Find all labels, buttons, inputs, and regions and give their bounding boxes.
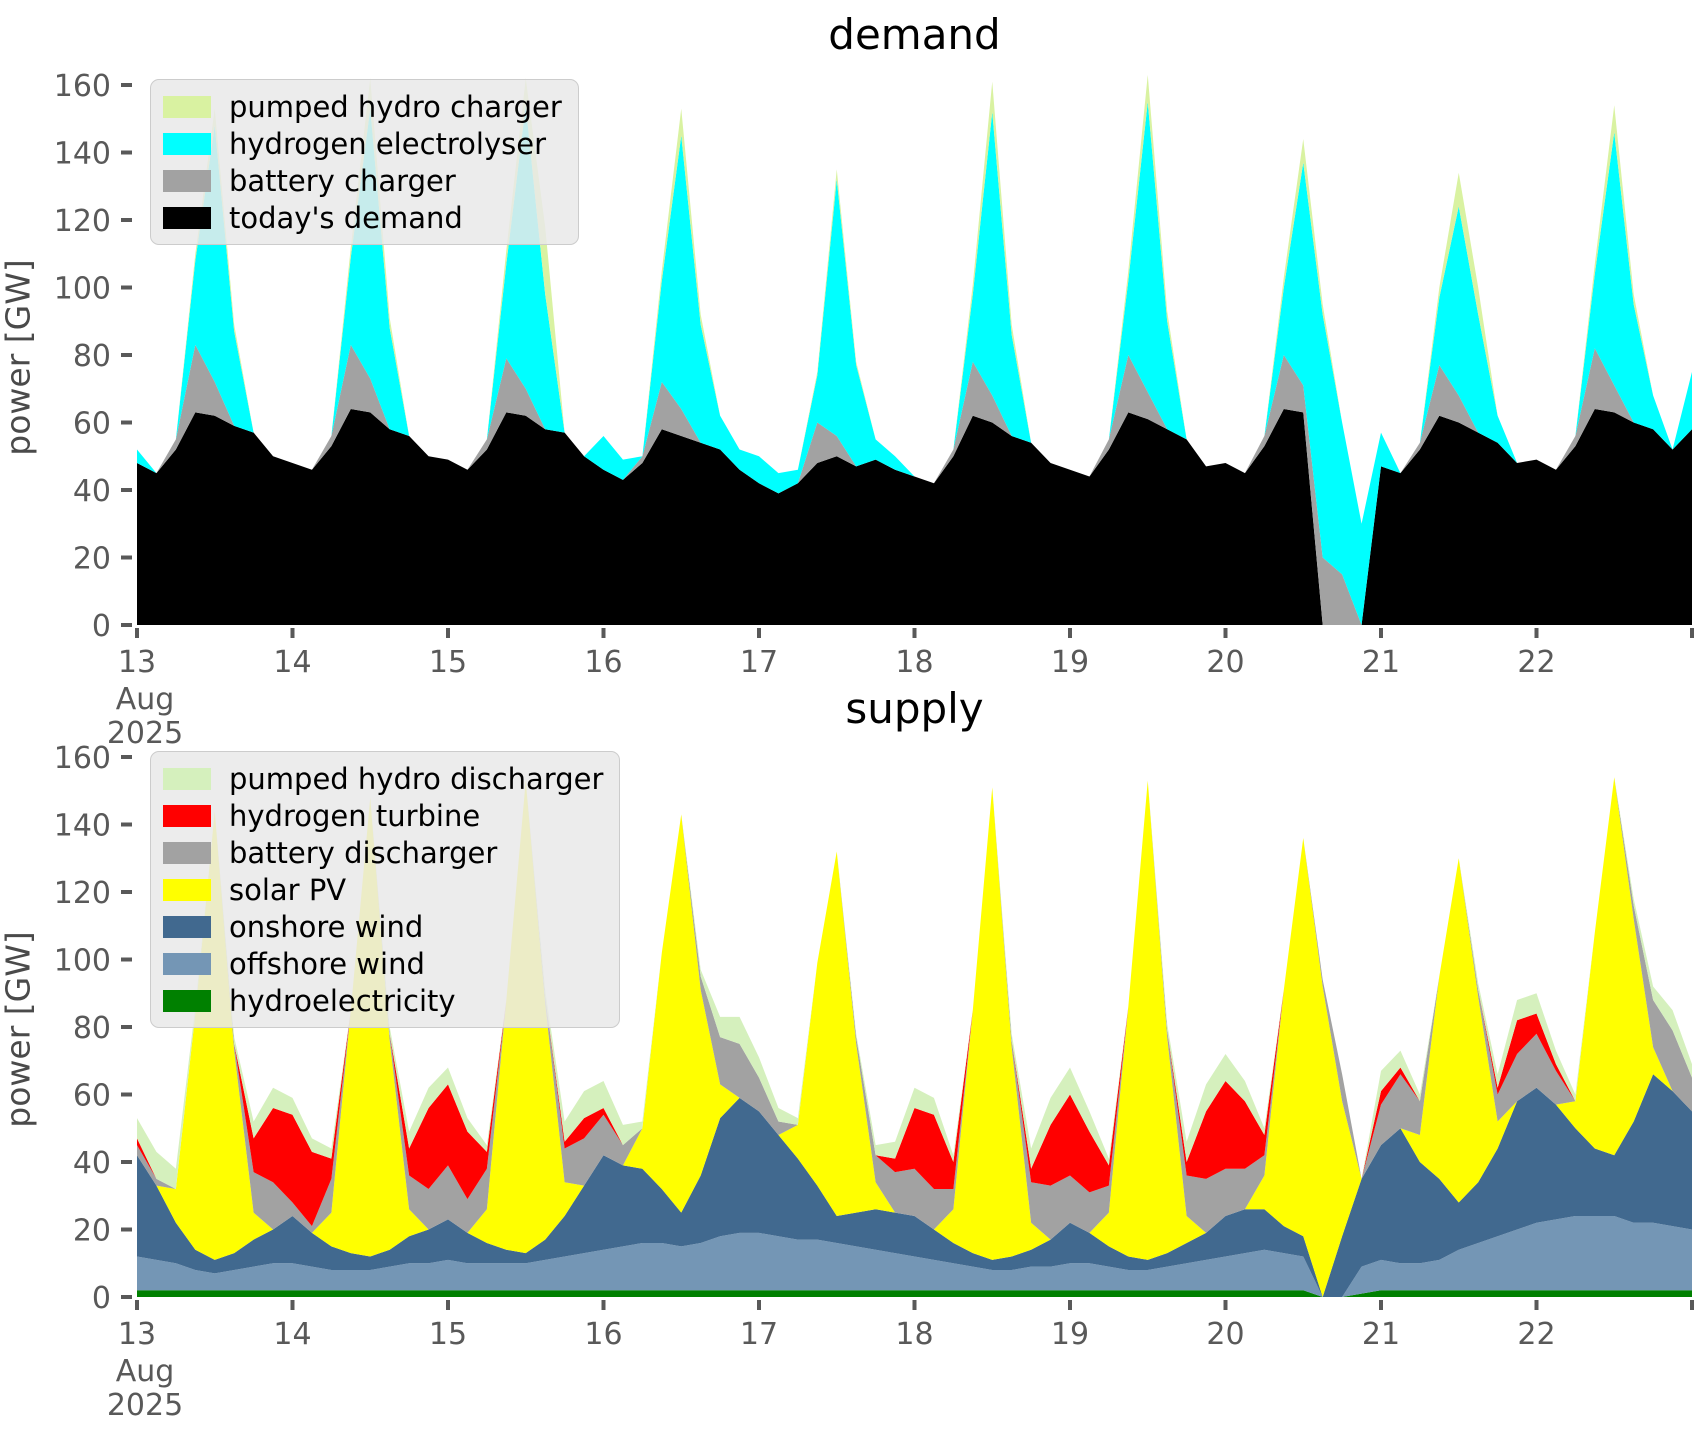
legend-label: hydrogen turbine — [229, 798, 481, 833]
y-tick-label: 0 — [92, 609, 111, 644]
legend-item-battery-discharger: battery discharger — [163, 834, 603, 871]
legend-swatch-solar-pv — [163, 878, 211, 901]
y-tick-label: 80 — [73, 1011, 111, 1046]
x-tick-label: 21 — [1362, 1317, 1400, 1352]
legend-label: pumped hydro charger — [229, 89, 562, 124]
x-tick-label: 13 — [118, 1317, 156, 1352]
x-tick-label: 21 — [1362, 645, 1400, 680]
area-hydroelectricity — [137, 1290, 1692, 1297]
x-axis-date-sublabel: Aug — [116, 1354, 175, 1389]
y-tick-label: 60 — [73, 407, 111, 442]
x-tick-label: 17 — [740, 1317, 778, 1352]
y-tick-label: 0 — [92, 1281, 111, 1316]
x-tick-label: 20 — [1206, 1317, 1244, 1352]
x-tick-label: 19 — [1051, 1317, 1089, 1352]
legend-item-hydrogen-turbine: hydrogen turbine — [163, 797, 603, 834]
legend-item-onshore-wind: onshore wind — [163, 908, 603, 945]
x-tick-label: 20 — [1206, 645, 1244, 680]
legend-swatch-battery-discharger — [163, 841, 211, 864]
legend-item-pumped-hydro-charger: pumped hydro charger — [163, 88, 562, 125]
x-axis-date-sublabel: 2025 — [107, 1388, 183, 1423]
y-tick-label: 20 — [73, 1214, 111, 1249]
legend-swatch-onshore-wind — [163, 915, 211, 938]
demand-legend: pumped hydro charger hydrogen electrolyse… — [150, 79, 579, 245]
legend-item-today-s-demand: today's demand — [163, 199, 562, 236]
legend-label: solar PV — [229, 872, 347, 907]
y-tick-label: 60 — [73, 1079, 111, 1114]
area-hydrogen-turbine — [137, 777, 1692, 1227]
y-tick-label: 120 — [54, 876, 111, 911]
supply-y-axis-label: power [GW] — [0, 931, 38, 1128]
legend-label: hydroelectricity — [229, 983, 456, 1018]
supply-chart-title: supply — [845, 684, 984, 733]
x-axis-date-sublabel: Aug — [116, 682, 175, 717]
legend-swatch-hydrogen-turbine — [163, 804, 211, 827]
y-tick-label: 140 — [54, 809, 111, 844]
legend-swatch-offshore-wind — [163, 952, 211, 975]
y-tick-label: 40 — [73, 474, 111, 509]
legend-item-solar-pv: solar PV — [163, 871, 603, 908]
legend-swatch-hydroelectricity — [163, 989, 211, 1012]
x-tick-label: 14 — [273, 1317, 311, 1352]
x-tick-label: 16 — [584, 645, 622, 680]
x-tick-label: 17 — [740, 645, 778, 680]
x-tick-label: 16 — [584, 1317, 622, 1352]
legend-swatch-pumped-hydro-discharger — [163, 767, 211, 790]
legend-item-battery-charger: battery charger — [163, 162, 562, 199]
legend-swatch-battery-charger — [163, 169, 211, 192]
legend-item-hydroelectricity: hydroelectricity — [163, 982, 603, 1019]
y-tick-label: 120 — [54, 204, 111, 239]
legend-item-hydrogen-electrolyser: hydrogen electrolyser — [163, 125, 562, 162]
legend-item-pumped-hydro-discharger: pumped hydro discharger — [163, 760, 603, 797]
y-tick-label: 160 — [54, 741, 111, 776]
area-pumped-hydro-discharger — [137, 777, 1692, 1189]
y-tick-label: 80 — [73, 339, 111, 374]
y-tick-label: 100 — [54, 272, 111, 307]
legend-label: hydrogen electrolyser — [229, 126, 547, 161]
y-tick-label: 40 — [73, 1146, 111, 1181]
area-battery-charger — [137, 344, 1692, 625]
y-tick-label: 100 — [54, 944, 111, 979]
legend-label: battery charger — [229, 163, 456, 198]
supply-legend: pumped hydro discharger hydrogen turbine b… — [150, 751, 621, 1028]
x-tick-label: 14 — [273, 645, 311, 680]
area-onshore-wind — [137, 1074, 1692, 1297]
demand-y-axis-label: power [GW] — [0, 259, 38, 456]
x-tick-label: 13 — [118, 645, 156, 680]
x-tick-label: 22 — [1517, 1317, 1555, 1352]
area-today-s-demand — [137, 409, 1692, 625]
legend-label: offshore wind — [229, 946, 425, 981]
x-tick-label: 18 — [895, 645, 933, 680]
legend-swatch-hydrogen-electrolyser — [163, 132, 211, 155]
legend-label: today's demand — [229, 200, 463, 235]
y-tick-label: 140 — [54, 137, 111, 172]
legend-label: pumped hydro discharger — [229, 761, 604, 796]
x-tick-label: 19 — [1051, 645, 1089, 680]
x-tick-label: 22 — [1517, 645, 1555, 680]
x-tick-label: 15 — [429, 1317, 467, 1352]
y-tick-label: 160 — [54, 69, 111, 104]
legend-label: battery discharger — [229, 835, 498, 870]
legend-swatch-pumped-hydro-charger — [163, 95, 211, 118]
x-tick-label: 15 — [429, 645, 467, 680]
demand-chart-title: demand — [828, 10, 1001, 59]
x-axis-date-sublabel: 2025 — [107, 716, 183, 751]
x-tick-label: 18 — [895, 1317, 933, 1352]
legend-swatch-today-s-demand — [163, 206, 211, 229]
legend-item-offshore-wind: offshore wind — [163, 945, 603, 982]
legend-label: onshore wind — [229, 909, 424, 944]
y-tick-label: 20 — [73, 542, 111, 577]
